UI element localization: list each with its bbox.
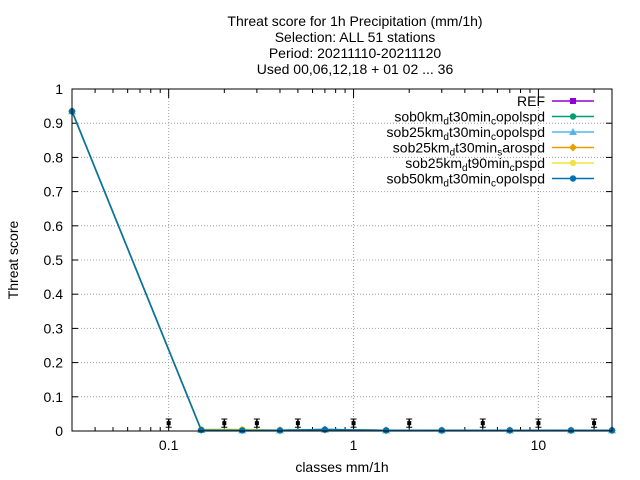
legend-label-subscript: d — [462, 163, 468, 174]
class-marker-point — [480, 421, 485, 426]
data-point — [276, 427, 284, 434]
legend-marker — [569, 113, 577, 120]
legend-label-part: opolspd — [496, 124, 545, 140]
data-series — [68, 107, 616, 435]
legend-marker — [569, 128, 577, 135]
legend-label-part: pspd — [515, 155, 545, 171]
series-line — [71, 110, 612, 432]
legend-label: sob25kmdt30minsarospd — [393, 140, 545, 159]
legend-label-part: opolspd — [496, 171, 545, 187]
legend-label-part: sob25km — [393, 140, 450, 156]
legend-marker — [569, 159, 577, 167]
y-tick-labels: 0 0.1 0.2 0.3 0.4 0.5 0.6 0.7 0.8 0.9 1 — [44, 81, 64, 439]
title-line-4: Used 00,06,12,18 + 01 02 ... 36 — [257, 61, 454, 77]
title-line-3: Period: 20211110-20211120 — [269, 45, 442, 61]
class-marker-point — [407, 421, 412, 426]
data-point — [321, 426, 329, 433]
legend-marker — [569, 175, 577, 182]
legend-label-part: sob25km — [387, 124, 444, 140]
class-marker-point — [536, 421, 541, 426]
legend-label-part: t30min — [455, 140, 497, 156]
legend-entry: sob50kmdt30mincopolspd — [387, 171, 594, 190]
y-tick-label: 0.6 — [44, 218, 64, 234]
data-point — [506, 427, 513, 434]
y-tick-label: 1 — [55, 81, 63, 97]
y-tick-label: 0.8 — [44, 149, 64, 165]
legend-label: sob50kmdt30mincopolspd — [387, 171, 545, 190]
legend-marker — [569, 143, 577, 152]
legend-label-subscript: s — [497, 148, 502, 159]
y-tick-label: 0.3 — [44, 320, 64, 336]
plot-frame — [71, 88, 613, 432]
legend-label-subscript: d — [443, 132, 449, 143]
data-point — [438, 427, 445, 434]
legend-label-subscript: c — [510, 163, 515, 174]
legend-label: sob0kmdt30mincopolspd — [394, 109, 545, 128]
y-axis-title: Threat score — [5, 220, 21, 299]
legend-label-part: sob0km — [394, 109, 443, 125]
legend-label-subscript: c — [491, 117, 496, 128]
legend-label-part: sob25km — [405, 155, 462, 171]
legend-label-part: t30min — [449, 124, 491, 140]
legend-entry: sob25kmdt90mincpspd — [405, 155, 594, 174]
x-axis-title: classes mm/1h — [295, 459, 388, 475]
data-point — [198, 426, 205, 434]
legend-label-part: REF — [517, 93, 545, 109]
data-point — [239, 427, 246, 434]
x-tick-label: 0.1 — [159, 437, 179, 453]
legend-label-part: arospd — [502, 140, 545, 156]
legend-label-subscript: c — [491, 132, 496, 143]
class-marker-point — [166, 421, 171, 426]
y-tick-label: 0.7 — [44, 184, 64, 200]
legend-label-part: sob50km — [387, 171, 444, 187]
y-tick-label: 0 — [55, 423, 63, 439]
legend-entry: sob25kmdt30mincopolspd — [387, 124, 594, 143]
grid-lines — [72, 89, 612, 431]
y-tick-label: 0.5 — [44, 252, 64, 268]
x-tick-label: 1 — [350, 437, 358, 453]
legend-label-part: t30min — [449, 109, 491, 125]
legend-label-subscript: d — [443, 117, 449, 128]
class-marker-point — [254, 421, 259, 426]
legend-label-part: t30min — [449, 171, 491, 187]
legend-label-subscript: d — [450, 148, 456, 159]
class-marker-point — [295, 421, 300, 426]
class-marker-point — [351, 421, 356, 426]
legend-marker — [570, 98, 576, 104]
legend-entry: sob0kmdt30mincopolspd — [394, 109, 594, 128]
legend: REFsob0kmdt30mincopolspdsob25kmdt30minco… — [387, 93, 594, 190]
x-tick-labels: 0.1 1 10 — [159, 437, 546, 453]
legend-label: REF — [517, 93, 545, 109]
data-point — [382, 427, 390, 434]
y-tick-label: 0.1 — [44, 389, 64, 405]
legend-label-part: opolspd — [496, 109, 545, 125]
legend-label: sob25kmdt30mincopolspd — [387, 124, 545, 143]
title-line-1: Threat score for 1h Precipitation (mm/1h… — [227, 13, 482, 29]
legend-label-subscript: d — [443, 179, 449, 190]
chart-title: Threat score for 1h Precipitation (mm/1h… — [227, 13, 482, 77]
class-marker-point — [592, 421, 597, 426]
data-point — [567, 427, 575, 434]
x-tick-label: 10 — [531, 437, 547, 453]
legend-entry: REF — [517, 93, 594, 109]
title-line-2: Selection: ALL 51 stations — [275, 29, 436, 45]
y-tick-label: 0.2 — [44, 355, 64, 371]
legend-label-subscript: c — [491, 179, 496, 190]
legend-entry: sob25kmdt30minsarospd — [393, 140, 594, 159]
class-markers — [165, 418, 598, 428]
legend-label-part: t90min — [468, 155, 510, 171]
y-tick-label: 0.9 — [44, 115, 64, 131]
class-marker-point — [222, 421, 227, 426]
y-tick-label: 0.4 — [44, 286, 64, 302]
legend-label: sob25kmdt90mincpspd — [405, 155, 545, 174]
